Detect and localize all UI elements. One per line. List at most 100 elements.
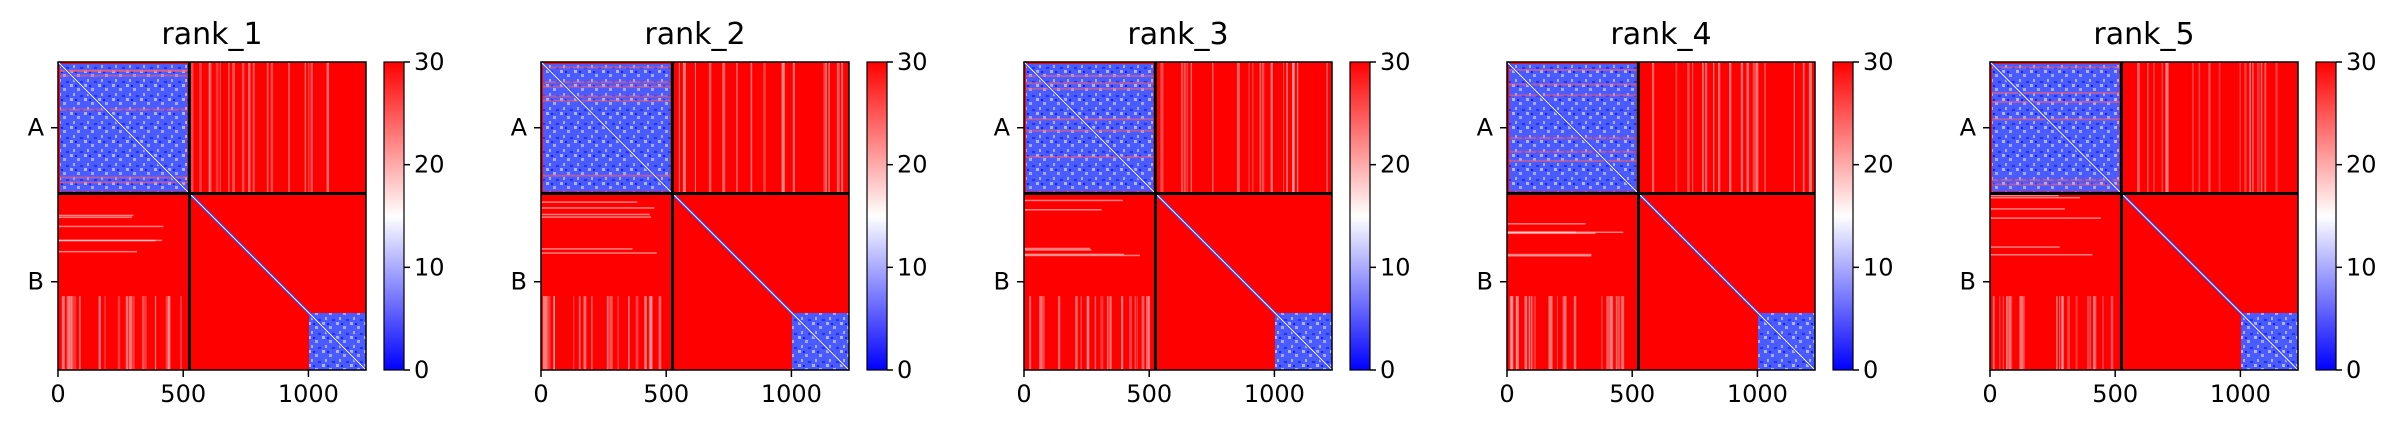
heatmap-stripe	[1186, 62, 1188, 194]
heatmap-stripe	[781, 62, 783, 194]
heatmap-band	[543, 174, 671, 177]
heatmap-stripe	[1562, 296, 1565, 370]
heatmap-stripe	[541, 252, 657, 254]
heatmap-stripe	[1261, 62, 1265, 194]
heatmap-stripe	[2208, 62, 2211, 194]
x-tick-label: 500	[1126, 380, 1172, 408]
colorbar-tick-label: 0	[414, 356, 429, 384]
colorbar-tick-label: 0	[1380, 356, 1395, 384]
heatmap-stripe	[1510, 296, 1514, 370]
x-tick-label: 500	[1609, 380, 1655, 408]
heatmap-diagonal	[57, 61, 367, 371]
heatmap-stripe	[128, 296, 131, 370]
heatmap-band	[543, 99, 671, 102]
chart-title: rank_1	[161, 17, 262, 52]
heatmap-band	[1509, 94, 1637, 97]
heatmap-stripe	[1755, 62, 1759, 194]
colorbar-tick-label: 30	[414, 48, 445, 76]
heatmap-band	[1992, 118, 2120, 121]
heatmap-stripe	[1100, 296, 1104, 370]
heatmap-stripe	[1041, 296, 1045, 370]
heatmap-stripe	[79, 296, 81, 370]
colorbar	[1832, 61, 1854, 371]
heatmap-stripe	[1270, 62, 1273, 194]
heatmap-stripe	[1296, 62, 1299, 194]
heatmap-stripe	[2022, 296, 2025, 370]
heatmap-stripe	[836, 62, 840, 194]
heatmap-stripe	[1990, 194, 2059, 197]
heatmap-stripe	[750, 62, 753, 194]
panel-rank_3: rank_3 0 500 1000 A B 0 10 20 30	[994, 17, 1411, 408]
heatmap-stripe	[648, 296, 651, 370]
heatmap-stripe	[228, 62, 230, 194]
heatmap-stripe	[270, 62, 274, 194]
heatmap-stripe	[1190, 62, 1193, 194]
heatmap-stripe	[1024, 247, 1091, 250]
heatmap-stripe	[1326, 62, 1328, 194]
heatmap-stripe	[708, 62, 712, 194]
colorbar-tick-label: 10	[897, 253, 928, 281]
chart-title: rank_5	[2093, 17, 2194, 52]
chart-title: rank_3	[1127, 17, 1228, 52]
heatmap-stripe	[1039, 296, 1043, 370]
heatmap-stripe	[541, 201, 638, 203]
heatmap-stripe	[1573, 296, 1577, 370]
heatmap-stripe	[98, 296, 101, 370]
heatmap-stripe	[2006, 296, 2008, 370]
y-tick-label: B	[1960, 268, 1976, 296]
colorbar-tick-label: 30	[2346, 48, 2377, 76]
heatmap-stripe	[2061, 296, 2064, 370]
heatmap-stripe	[326, 62, 330, 194]
heatmap-stripe	[2147, 62, 2149, 194]
heatmap-stripe	[2198, 62, 2201, 194]
heatmap-stripe	[591, 296, 593, 370]
heatmap-band	[1026, 129, 1154, 132]
heatmap-stripe	[548, 296, 551, 370]
x-tick-label: 500	[160, 380, 206, 408]
heatmap-stripe	[208, 62, 212, 194]
heatmap-stripe	[2094, 296, 2097, 370]
heatmap-stripe	[2239, 62, 2241, 194]
heatmap-stripe	[1692, 62, 1694, 194]
x-tick-label: 500	[2092, 380, 2138, 408]
heatmap-stripe	[2249, 62, 2251, 194]
heatmap-stripe	[1524, 296, 1528, 370]
heatmap-stripe	[61, 296, 65, 370]
heatmap-stripe	[1507, 231, 1624, 234]
heatmap-stripe	[1057, 296, 1061, 370]
heatmap-stripe	[541, 248, 633, 250]
heatmap-stripe	[2256, 62, 2260, 194]
heatmap-stripe	[1764, 62, 1766, 194]
heatmap-stripe	[2009, 296, 2013, 370]
y-tick-label: B	[511, 268, 527, 296]
heatmap-stripe	[2020, 296, 2023, 370]
y-tick-label: A	[1477, 114, 1494, 142]
heatmap-stripe	[1146, 296, 1149, 370]
heatmap-band	[1026, 87, 1154, 90]
heatmap-diagonal	[1023, 61, 1333, 371]
heatmap-stripe	[1507, 223, 1586, 225]
heatmap-stripe	[1617, 296, 1621, 370]
heatmap-stripe	[544, 296, 547, 370]
heatmap-stripe	[1286, 62, 1288, 194]
heatmap-stripe	[58, 216, 132, 219]
heatmap-stripe	[1528, 296, 1531, 370]
heatmap-stripe	[628, 296, 630, 370]
heatmap-stripe	[1148, 296, 1151, 370]
heatmap-stripe	[1687, 62, 1690, 194]
heatmap-diagonal	[540, 61, 850, 371]
heatmap-stripe	[1704, 62, 1708, 194]
heatmap-stripe	[1180, 62, 1184, 194]
heatmap-stripe	[58, 250, 137, 253]
heatmap-stripe	[1752, 62, 1756, 194]
heatmap-stripe	[2075, 296, 2078, 370]
y-tick-label: A	[28, 114, 45, 142]
heatmap-stripe	[1109, 296, 1112, 370]
heatmap-stripe	[241, 62, 245, 194]
heatmap-band	[1026, 155, 1154, 158]
heatmap-stripe	[2252, 62, 2254, 194]
heatmap-stripe	[129, 296, 133, 370]
heatmap-stripe	[1106, 296, 1109, 370]
heatmap-stripe	[1533, 296, 1536, 370]
heatmap-stripe	[1136, 296, 1138, 370]
